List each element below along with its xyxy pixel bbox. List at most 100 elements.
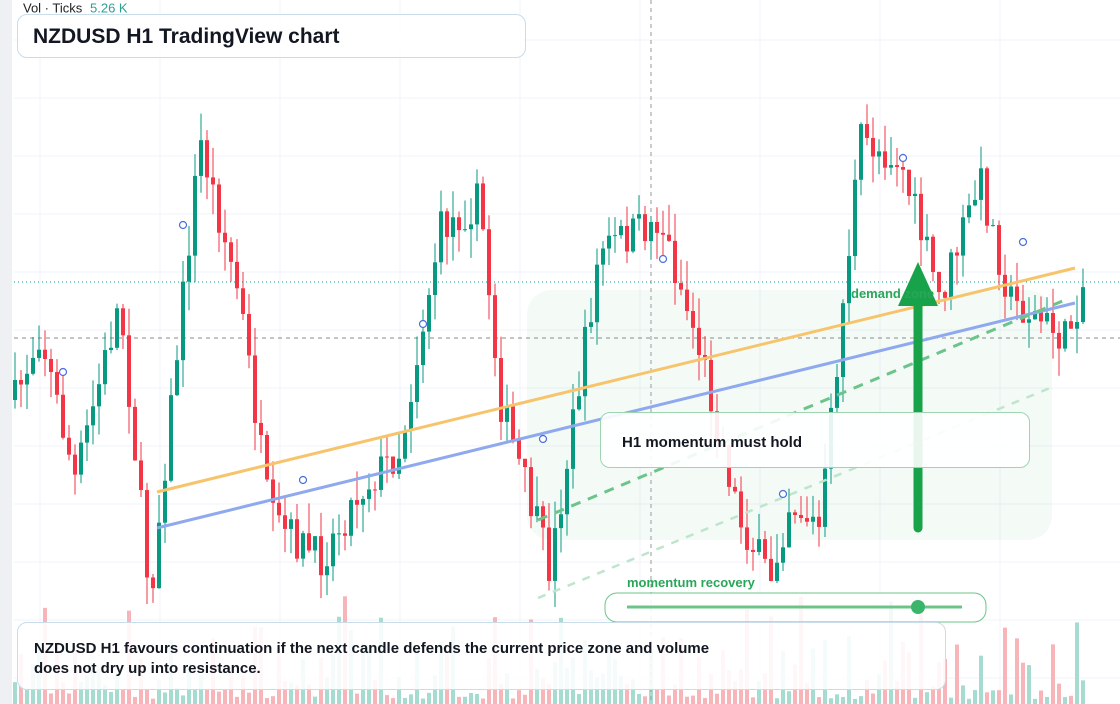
volume-bar: [397, 676, 401, 704]
volume-bar: [223, 689, 227, 704]
volume-bar: [841, 696, 845, 704]
candle: [235, 261, 239, 289]
candle: [547, 527, 551, 581]
candle: [127, 335, 131, 407]
candle: [619, 225, 623, 236]
volume-bar: [79, 682, 83, 704]
candle: [625, 225, 629, 252]
volume-bar: [13, 682, 17, 704]
candle: [883, 151, 887, 168]
candle: [817, 516, 821, 527]
candle: [259, 422, 263, 436]
volume-bar: [751, 697, 755, 704]
candle: [139, 460, 143, 491]
candle: [187, 255, 191, 282]
candle: [595, 264, 599, 323]
candle: [13, 380, 17, 400]
candle: [937, 271, 941, 293]
candle: [67, 437, 71, 455]
volume-bar: [997, 690, 1001, 704]
slider-knob[interactable]: [911, 600, 925, 614]
candle: [649, 221, 653, 242]
candle: [913, 193, 917, 196]
volume-bar: [973, 690, 977, 704]
volume-bar: [859, 696, 863, 704]
volume-bar: [1015, 638, 1019, 704]
candle: [607, 235, 611, 249]
candle: [655, 221, 659, 233]
candle: [199, 140, 203, 176]
volume-bar: [307, 684, 311, 704]
candle: [895, 165, 899, 168]
volume-bar: [181, 695, 185, 704]
candle: [97, 384, 101, 407]
volume-bar: [577, 694, 581, 704]
callout-box: H1 momentum must hold: [600, 412, 1030, 468]
candle: [691, 311, 695, 328]
title-box: NZDUSD H1 TradingView chart: [17, 14, 526, 58]
candle: [739, 491, 743, 528]
candle: [1033, 311, 1037, 320]
candle: [349, 500, 353, 536]
footer-box: NZDUSD H1 favours continuation if the ne…: [17, 622, 946, 690]
volume-bar: [157, 680, 161, 704]
candle: [553, 528, 557, 581]
candle: [109, 347, 113, 351]
title: NZDUSD H1 TradingView chart: [33, 25, 340, 48]
candle: [337, 533, 341, 535]
volume-bar: [865, 679, 869, 704]
volume-bar: [427, 692, 431, 704]
candle: [997, 225, 1001, 275]
volume-bar: [1009, 694, 1013, 704]
candle: [277, 502, 281, 516]
candle: [985, 168, 989, 226]
volume-bar: [805, 683, 809, 704]
candle: [901, 167, 905, 170]
candle: [589, 322, 593, 327]
candle: [529, 467, 533, 517]
candle: [307, 533, 311, 551]
candle: [319, 536, 323, 576]
candle: [241, 288, 245, 314]
candle: [631, 218, 635, 252]
volume-bar: [1027, 665, 1031, 704]
anchor-point: [538, 434, 548, 444]
candle: [979, 168, 983, 200]
candle: [301, 533, 305, 559]
volume-bar: [787, 691, 791, 704]
volume-bar: [409, 694, 413, 704]
volume-bar: [469, 692, 473, 704]
candle: [343, 533, 347, 536]
candle: [871, 137, 875, 157]
candle: [685, 289, 689, 312]
volume-bar: [775, 698, 779, 704]
candle: [763, 539, 767, 559]
volume-bar: [463, 696, 467, 704]
candle: [49, 358, 53, 373]
candle: [1027, 319, 1031, 323]
volume-bar: [265, 697, 269, 704]
volume-bar: [991, 690, 995, 704]
candle: [907, 169, 911, 196]
volume-bar: [289, 682, 293, 704]
candle: [175, 360, 179, 396]
candle: [1039, 311, 1043, 322]
candle: [169, 395, 173, 481]
candle: [943, 292, 947, 298]
volume-bar: [667, 695, 671, 704]
volume-bar: [163, 692, 167, 704]
candle: [325, 566, 329, 576]
candle: [421, 331, 425, 366]
volume-bar: [175, 687, 179, 704]
volume-bar: [457, 696, 461, 704]
volume-bar: [151, 698, 155, 704]
volume-bar: [961, 685, 965, 704]
candle: [61, 394, 65, 438]
volume-bar: [715, 693, 719, 704]
candle: [637, 214, 641, 219]
volume-bar: [133, 696, 137, 704]
candle: [1051, 313, 1055, 333]
volume-bar: [1039, 690, 1043, 704]
candle: [793, 512, 797, 515]
